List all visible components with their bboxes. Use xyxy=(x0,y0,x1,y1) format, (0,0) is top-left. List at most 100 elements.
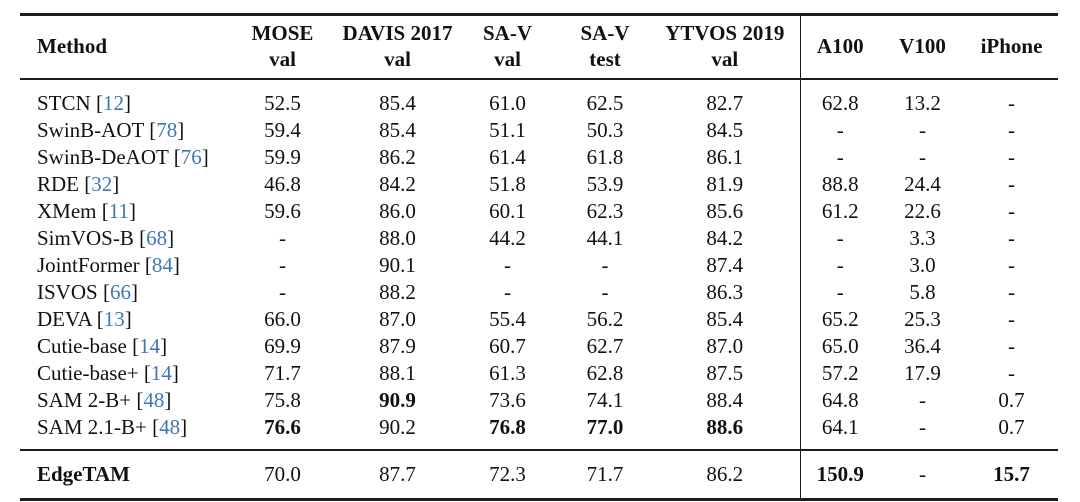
citation-link[interactable]: [13] xyxy=(91,307,132,331)
vos-benchmark-table: Method MOSE val DAVIS 2017 val SA-V val SA-V tes… xyxy=(20,13,1058,501)
value-cell: 62.3 xyxy=(586,199,624,223)
method-name: STCN xyxy=(37,91,91,115)
method-cell: SAM 2.1-B+ [48] xyxy=(20,414,225,450)
value-cell: 59.4 xyxy=(264,118,301,142)
value-cell: 53.9 xyxy=(586,172,624,196)
citation-number[interactable]: 76 xyxy=(180,145,202,169)
table-header: Method MOSE val DAVIS 2017 val SA-V val SA-V tes… xyxy=(20,14,1058,80)
value-cell: - xyxy=(601,280,609,304)
value-cell: 90.2 xyxy=(379,415,416,439)
citation-number[interactable]: 14 xyxy=(150,361,172,385)
value-cell: - xyxy=(1008,118,1015,142)
value-cell: 62.7 xyxy=(586,334,624,358)
table-row-jointformer: JointFormer [84] - 90.1 - - 87.4 - 3.0 - xyxy=(20,252,1058,279)
value-cell: - xyxy=(799,117,880,144)
value-cell: - xyxy=(1008,307,1015,331)
value-cell: 59.9 xyxy=(264,145,301,169)
citation-link[interactable]: [66] xyxy=(97,280,138,304)
citation-number[interactable]: 68 xyxy=(146,226,168,250)
citation-link[interactable]: [78] xyxy=(143,118,185,142)
method-name: DEVA xyxy=(37,307,92,331)
value-cell: 61.4 xyxy=(489,145,526,169)
value-cell: 76.8 xyxy=(489,415,526,439)
value-cell: 70.0 xyxy=(225,449,340,500)
column-header-v100: V100 xyxy=(880,14,965,80)
method-cell: RDE [32] xyxy=(20,171,225,198)
method-name: RDE xyxy=(37,172,79,196)
value-cell: 86.3 xyxy=(706,280,744,304)
value-cell: 56.2 xyxy=(586,307,624,331)
value-cell: 71.7 xyxy=(264,361,301,385)
value-cell: - xyxy=(1008,145,1015,169)
method-cell: DEVA [13] xyxy=(20,306,225,333)
value-cell: 76.6 xyxy=(264,415,301,439)
value-cell: 88.0 xyxy=(379,226,416,250)
citation-number[interactable]: 78 xyxy=(156,118,178,142)
column-header-sa-v-test: SA-V test xyxy=(560,14,650,80)
citation-number[interactable]: 66 xyxy=(109,280,131,304)
value-cell: 62.8 xyxy=(799,79,880,117)
header-row: Method MOSE val DAVIS 2017 val SA-V val SA-V tes… xyxy=(20,14,1058,80)
value-cell: - xyxy=(1008,226,1015,250)
value-cell: - xyxy=(504,280,511,304)
value-cell: - xyxy=(880,449,965,500)
citation-link[interactable]: [76] xyxy=(168,145,209,169)
value-cell: 60.1 xyxy=(489,199,526,223)
value-cell: 61.2 xyxy=(799,198,880,225)
value-cell: - xyxy=(1008,253,1015,277)
method-cell: ISVOS [66] xyxy=(20,279,225,306)
value-cell: 3.0 xyxy=(909,253,936,277)
table-footer: EdgeTAM 70.0 87.7 72.3 71.7 86.2 150.9-15.7 xyxy=(20,449,1058,500)
value-cell: 44.2 xyxy=(489,226,526,250)
column-header-a100: A100 xyxy=(799,14,880,80)
citation-link[interactable]: [14] xyxy=(138,361,179,385)
citation-number[interactable]: 48 xyxy=(143,388,165,412)
citation-number[interactable]: 12 xyxy=(102,91,124,115)
method-cell: JointFormer [84] xyxy=(20,252,225,279)
value-cell: 24.4 xyxy=(904,172,941,196)
value-cell: 87.4 xyxy=(706,253,744,277)
citation-number[interactable]: 11 xyxy=(108,199,129,223)
citation-link[interactable]: [84] xyxy=(139,253,180,277)
value-cell: 57.2 xyxy=(799,360,880,387)
value-cell: 50.3 xyxy=(586,118,624,142)
value-cell: 64.1 xyxy=(799,414,880,450)
value-cell: 150.9 xyxy=(799,449,880,500)
table-row-simvos-b: SimVOS-B [68] - 88.0 44.2 44.1 84.2 - 3.3 - xyxy=(20,225,1058,252)
citation-link[interactable]: [11] xyxy=(96,199,136,223)
citation-number[interactable]: 13 xyxy=(103,307,125,331)
method-cell: SwinB-DeAOT [76] xyxy=(20,144,225,171)
value-cell: 62.8 xyxy=(586,361,624,385)
citation-link[interactable]: [48] xyxy=(146,415,188,439)
value-cell: 85.6 xyxy=(706,199,744,223)
value-cell: 13.2 xyxy=(904,91,941,115)
citation-number[interactable]: 48 xyxy=(159,415,181,439)
method-cell: SimVOS-B [68] xyxy=(20,225,225,252)
citation-link[interactable]: [12] xyxy=(90,91,131,115)
value-cell: 81.9 xyxy=(706,172,744,196)
citation-link[interactable]: [14] xyxy=(126,334,168,358)
value-cell: - xyxy=(919,145,926,169)
citation-number[interactable]: 32 xyxy=(91,172,113,196)
citation-link[interactable]: [68] xyxy=(133,226,175,250)
value-cell: 82.7 xyxy=(706,91,744,115)
citation-number[interactable]: 14 xyxy=(139,334,161,358)
value-cell: 87.9 xyxy=(379,334,416,358)
value-cell: 66.0 xyxy=(264,307,301,331)
value-cell: 77.0 xyxy=(586,415,624,439)
method-name: SimVOS-B xyxy=(37,226,134,250)
citation-number[interactable]: 84 xyxy=(151,253,173,277)
value-cell: - xyxy=(799,252,880,279)
value-cell: - xyxy=(1008,91,1015,115)
value-cell: 51.8 xyxy=(489,172,526,196)
citation-link[interactable]: [48] xyxy=(131,388,172,412)
table-row-cutie-base: Cutie-base+ [14] 71.7 88.1 61.3 62.8 87.5 57.2… xyxy=(20,360,1058,387)
value-cell: 64.8 xyxy=(799,387,880,414)
value-cell: 71.7 xyxy=(560,449,650,500)
table-row-deva: DEVA [13] 66.0 87.0 55.4 56.2 85.4 65.2 25.3 - xyxy=(20,306,1058,333)
citation-link[interactable]: [32] xyxy=(79,172,120,196)
value-cell: 86.0 xyxy=(379,199,416,223)
table-row-swinb-aot: SwinB-AOT [78] 59.4 85.4 51.1 50.3 84.5 - - - xyxy=(20,117,1058,144)
table-row-edgetam: EdgeTAM 70.0 87.7 72.3 71.7 86.2 150.9-15.7 xyxy=(20,449,1058,500)
value-cell: 90.1 xyxy=(379,253,416,277)
